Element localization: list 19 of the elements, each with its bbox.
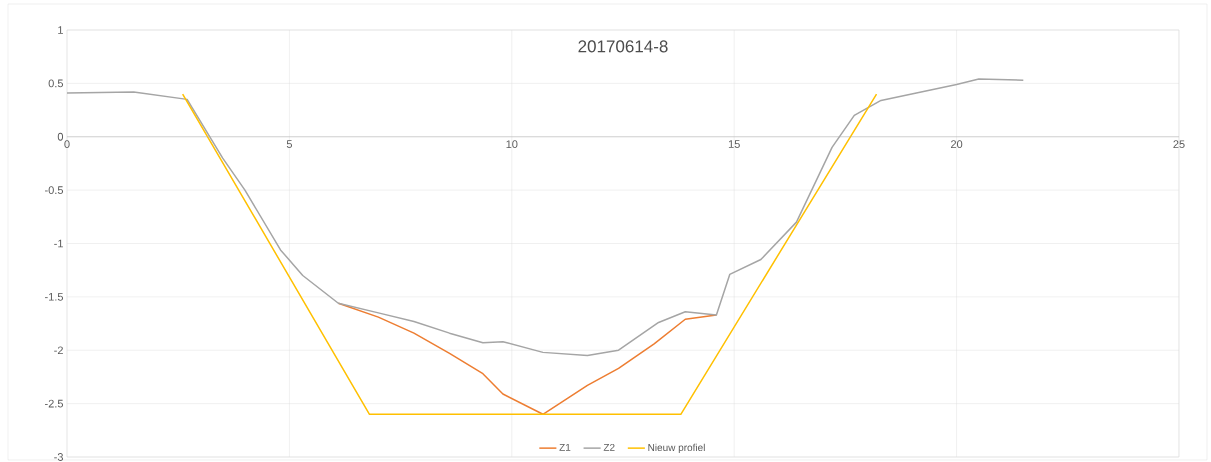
x-tick-label: 25 [1173,140,1185,149]
y-tick-label: -3 [54,453,63,461]
legend-label: Z1 [559,443,571,451]
legend-label: Nieuw profiel [648,443,705,454]
y-tick-label: -2 [54,346,63,355]
y-tick-label: 1 [58,26,63,34]
y-tick-label: 0 [57,132,64,141]
y-tick-label: -2.5 [45,399,64,408]
x-tick-label: 15 [728,140,740,148]
chart-title: 20170614-8 [578,40,668,53]
x-tick-label: 20 [951,140,963,149]
y-tick-label: 0.5 [48,79,64,88]
y-tick-label: -0.5 [45,186,64,195]
x-tick-label: 0 [64,140,70,149]
legend-label: Z2 [603,443,615,451]
x-tick-label: 5 [286,140,292,148]
x-tick-label: 10 [506,140,518,149]
y-tick-label: -1 [54,239,63,248]
y-tick-label: -1.5 [45,293,64,301]
